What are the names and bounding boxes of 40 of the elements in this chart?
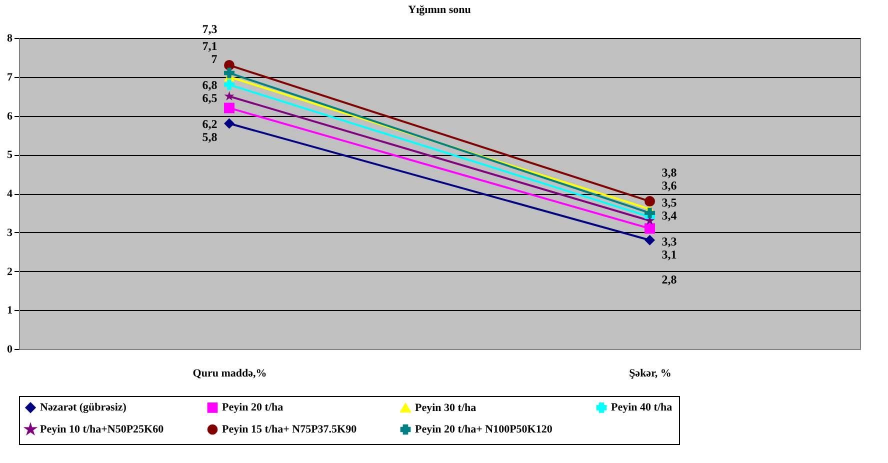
point [224,102,234,114]
y-tick-label: 2 [7,266,13,278]
data-label: 5,8 [202,130,218,144]
data-label: 6,2 [202,117,218,132]
data-label: 3,8 [662,165,677,180]
data-label: 7,3 [202,22,218,36]
data-label: 6,8 [202,78,218,92]
data-label: 7 [211,52,218,66]
point [644,223,655,234]
data-label: 2,8 [662,272,677,286]
y-tick-label: 5 [7,149,13,162]
data-label: 6,5 [202,91,218,106]
chart-title: Yığımın sonu [408,4,471,16]
y-tick-label: 7 [7,71,13,84]
data-label: 3,5 [662,195,677,210]
point [644,234,655,246]
data-label: 3,6 [662,178,677,192]
point [224,79,234,90]
data-label: 3,3 [662,234,677,248]
legend-label: Peyin 15 t/ha+ N75P37.5K90 [222,424,358,436]
data-label: 3,4 [662,208,677,222]
legend-label: Peyin 30 t/ha [415,402,477,414]
legend-label: Peyin 20 t/ha+ N100P50K120 [415,424,553,436]
point [644,196,655,207]
x-tick-label: Quru maddə,% [192,368,267,380]
legend-label: Peyin 20 t/ha [222,402,284,414]
legend-label: Nəzarət (gübrəsiz) [40,402,127,414]
point [224,118,234,129]
point [224,91,234,101]
y-tick-label: 0 [7,344,13,356]
data-label: 3,1 [662,247,677,262]
data-label: 7,1 [202,39,218,54]
legend-label: Peyin 40 t/ha [611,402,673,414]
legend-label: Peyin 10 t/ha+N50P25K60 [40,424,164,436]
y-tick-label: 3 [7,226,13,239]
y-tick-label: 6 [7,110,13,122]
y-tick-label: 4 [7,188,13,200]
y-tick-label: 8 [7,32,13,44]
y-tick-label: 1 [7,304,12,317]
x-tick-label: Şəkər, % [629,368,672,380]
